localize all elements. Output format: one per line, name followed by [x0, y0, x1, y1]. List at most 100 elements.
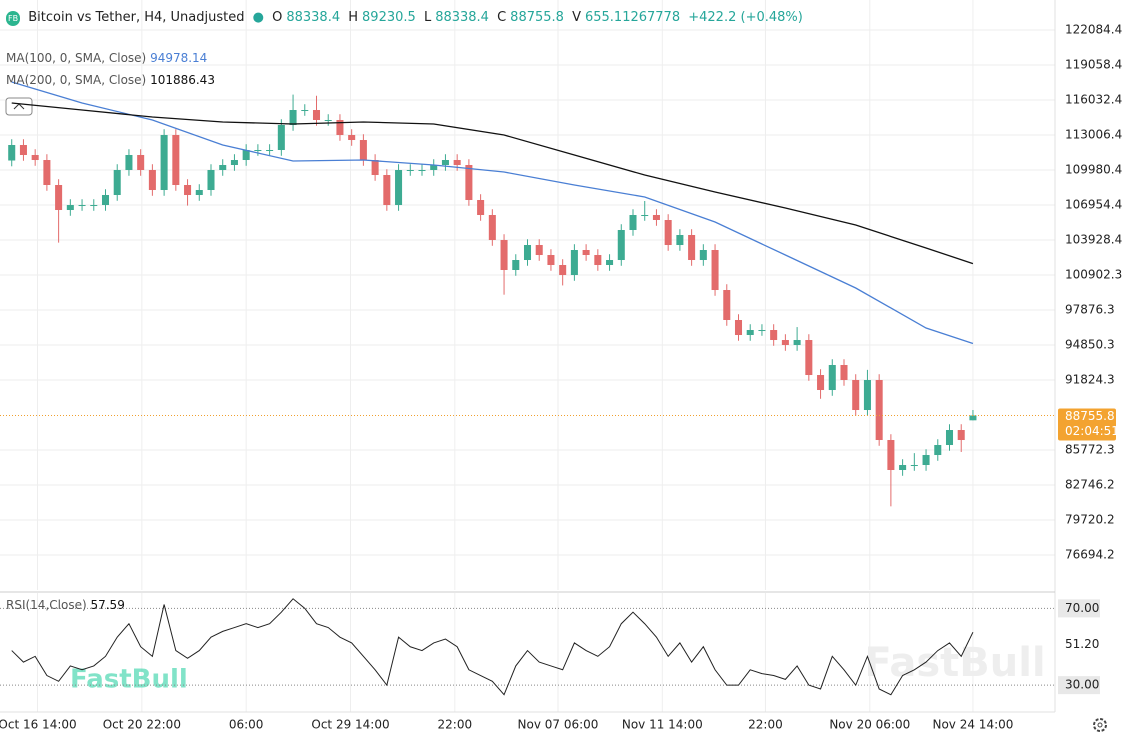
x-tick-label: Nov 24 14:00 — [932, 718, 1013, 732]
candle-body — [324, 119, 332, 121]
candle-body — [852, 380, 860, 411]
y-tick-label: 94850.3 — [1065, 337, 1115, 351]
rsi-line — [11, 598, 974, 696]
candle-body — [277, 125, 285, 151]
candle-body — [289, 110, 297, 126]
candle-body — [781, 340, 789, 346]
level-tag — [1058, 599, 1100, 618]
y-tick-label: 116032.4 — [1065, 92, 1122, 106]
legend-name: MA(200, 0, SMA, Close) — [6, 73, 147, 87]
y-tick-label: 82746.2 — [1065, 477, 1115, 491]
x-tick-label: 22:00 — [438, 718, 473, 732]
candle-body — [676, 235, 684, 246]
ma-line — [11, 102, 974, 265]
candle-body — [699, 250, 707, 261]
header: FB Bitcoin vs Tether, H4, Unadjusted ● O… — [6, 10, 803, 26]
legend-value: 57.59 — [90, 598, 125, 612]
price-tag — [1058, 408, 1116, 441]
candle-body — [371, 160, 379, 176]
candle-body — [254, 150, 262, 152]
candle-body — [242, 150, 250, 161]
candle-body — [629, 215, 637, 231]
candle-body — [770, 330, 778, 341]
level-tag — [1058, 676, 1100, 695]
candle-body — [137, 154, 145, 170]
low-value: 88338.4 — [435, 10, 489, 25]
ohlc-label: C — [497, 10, 507, 25]
y-tick-label: 119058.4 — [1065, 57, 1122, 71]
y-tick-label: 122084.4 — [1065, 22, 1122, 36]
candle-body — [195, 190, 203, 196]
candle-body — [758, 330, 766, 332]
price-tag-value: 88755.8 — [1065, 409, 1115, 423]
candle-body — [336, 119, 344, 135]
candle-body — [840, 365, 848, 381]
candle-body — [559, 265, 567, 276]
candle-body — [55, 185, 63, 211]
candle-body — [922, 455, 930, 466]
candle-body — [594, 255, 602, 266]
watermark: FastBull — [70, 665, 188, 695]
candle-body — [219, 165, 227, 170]
candle-body — [19, 145, 27, 155]
x-tick-label: Oct 16 14:00 — [0, 718, 77, 732]
candle-body — [488, 215, 496, 241]
candle-body — [383, 175, 391, 206]
candle-body — [184, 185, 192, 196]
y-tick-label: 106954.4 — [1065, 197, 1122, 211]
candle-body — [160, 134, 168, 191]
high-value: 89230.5 — [362, 10, 416, 25]
y-tick-label: 79720.2 — [1065, 512, 1115, 526]
candle-body — [101, 195, 110, 206]
legend-name: RSI(14,Close) — [6, 598, 87, 612]
volume-value: 655.11267778 — [584, 10, 681, 25]
candle-body — [957, 430, 965, 441]
candle-body — [31, 154, 39, 161]
x-tick-label: Nov 11 14:00 — [622, 718, 703, 732]
y-tick-label: 76694.2 — [1065, 547, 1115, 561]
y-tick-label: 97876.3 — [1065, 302, 1115, 316]
y-tick-label: 85772.3 — [1065, 442, 1115, 456]
candle-body — [465, 165, 473, 201]
y-tick-label: 113006.4 — [1065, 127, 1122, 141]
legend-value: 94978.14 — [150, 51, 208, 65]
settings-icon[interactable] — [1093, 718, 1107, 732]
candle-body — [148, 169, 156, 191]
candle-body — [899, 465, 907, 471]
x-tick-label: Oct 20 22:00 — [103, 718, 181, 732]
candle-body — [652, 215, 660, 220]
y-tick-label: 91824.3 — [1065, 372, 1115, 386]
candle-body — [863, 380, 871, 411]
collapse-button[interactable] — [5, 97, 33, 116]
x-tick-label: Oct 29 14:00 — [311, 718, 389, 732]
y-tick-label: 103928.4 — [1065, 232, 1122, 246]
candle-body — [535, 245, 543, 256]
y-tick-label: 51.20 — [1065, 637, 1099, 651]
candle-body — [43, 160, 51, 186]
change-value: +422.2 (+0.48%) — [688, 10, 803, 25]
ohlc-label: L — [423, 10, 432, 25]
candle-body — [910, 465, 918, 467]
candle-body — [500, 240, 508, 270]
candle-body — [512, 260, 520, 270]
candle-body — [477, 200, 485, 216]
candle-body — [8, 145, 16, 161]
countdown: 02:04:51 — [1065, 424, 1119, 438]
candle-body — [207, 169, 215, 191]
candle-body — [817, 375, 825, 391]
candle-body — [90, 205, 98, 207]
legend-name: MA(100, 0, SMA, Close) — [6, 51, 147, 65]
y-tick-label: 70.00 — [1065, 601, 1099, 615]
legend-value: 101886.43 — [150, 73, 215, 87]
candle-body — [734, 320, 743, 336]
candle-body — [230, 160, 238, 166]
candle-body — [570, 250, 578, 276]
candle-body — [664, 219, 672, 246]
candle-body — [266, 150, 274, 152]
candle-body — [641, 215, 649, 217]
candle-body — [441, 160, 449, 166]
candle-body — [66, 205, 74, 211]
y-tick-label: 30.00 — [1065, 678, 1099, 692]
